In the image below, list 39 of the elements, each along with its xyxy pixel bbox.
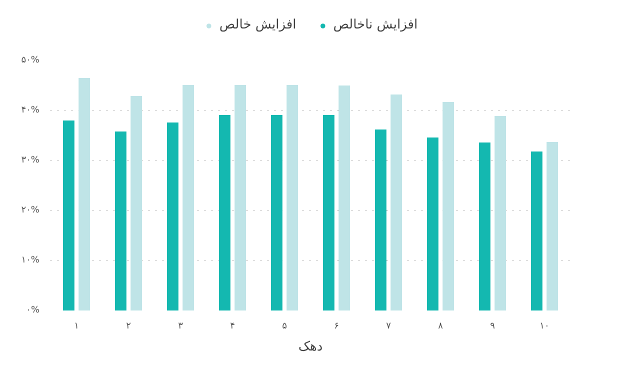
legend-label: افزایش ناخالص [333,18,418,32]
x-tick-label: ۷ [386,322,392,332]
x-tick-label: ۱۰ [540,322,550,332]
bar [286,85,298,310]
y-tick-label: ۰% [26,306,40,316]
bar [322,115,334,310]
bar [390,94,402,310]
x-tick-label: ۱ [74,322,79,332]
x-tick-label: ۴ [230,322,236,332]
bar [426,138,438,310]
legend-label: افزایش خالص [219,18,296,32]
bar [546,142,558,310]
bar [78,78,90,310]
x-tick-label: ۶ [334,322,340,332]
x-tick-label: ۳ [178,322,184,332]
bar [114,132,126,310]
bar [62,120,74,310]
bar [182,85,194,310]
y-tick-label: ۵۰% [21,56,40,66]
bar [530,152,542,310]
y-tick-label: ۴۰% [21,106,40,116]
bar [218,115,230,310]
bar [166,122,178,310]
bar [270,115,282,310]
bar [478,142,490,310]
bar [442,102,454,310]
x-tick-label: ۵ [282,322,288,332]
bar [338,86,350,310]
y-tick-label: ۲۰% [21,206,40,216]
x-tick-label: ۹ [490,322,496,332]
x-axis-title: دهک [298,340,323,354]
x-tick-label: ۸ [438,322,444,332]
bar [234,85,246,310]
bar [130,96,142,310]
y-tick-label: ۳۰% [21,156,40,166]
y-tick-label: ۱۰% [21,256,40,266]
bar [374,130,386,310]
bar [494,116,506,310]
x-tick-label: ۲ [126,322,132,332]
